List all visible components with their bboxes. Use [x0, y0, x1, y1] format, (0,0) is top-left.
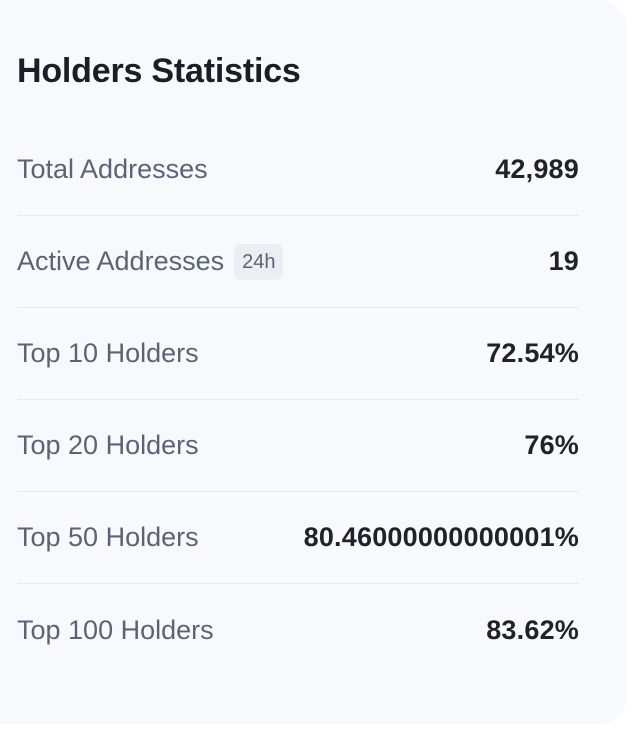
stat-label-group: Total Addresses: [17, 154, 208, 185]
holders-statistics-card: Holders Statistics Total Addresses 42,98…: [17, 52, 579, 676]
stat-value: 42,989: [495, 154, 579, 184]
stat-value: 83.62%: [486, 614, 579, 645]
stat-label: Top 10 Holders: [17, 338, 199, 368]
stat-row-top-50-holders: Top 50 Holders 80.46000000000001%: [17, 492, 579, 584]
stat-label-group: Active Addresses 24h: [17, 243, 284, 280]
stat-value: 80.46000000000001%: [303, 522, 579, 552]
stat-label-group: Top 100 Holders: [17, 615, 214, 646]
stat-row-top-10-holders: Top 10 Holders 72.54%: [17, 308, 579, 400]
stat-label-group: Top 20 Holders: [17, 430, 199, 461]
stat-row-top-20-holders: Top 20 Holders 76%: [17, 400, 579, 492]
stat-label: Top 50 Holders: [17, 522, 199, 552]
stat-row-total-addresses: Total Addresses 42,989: [17, 124, 579, 216]
stats-list: Total Addresses 42,989 Active Addresses …: [17, 124, 579, 676]
stat-label-group: Top 10 Holders: [17, 338, 199, 369]
stat-row-active-addresses: Active Addresses 24h 19: [17, 216, 579, 308]
stat-value: 76%: [524, 430, 579, 460]
stat-label: Total Addresses: [17, 154, 208, 184]
stat-label: Top 100 Holders: [17, 614, 214, 645]
stat-row-top-100-holders: Top 100 Holders 83.62%: [17, 584, 579, 676]
stat-label-group: Top 50 Holders: [17, 522, 199, 553]
stat-value: 19: [548, 246, 579, 276]
stat-label: Active Addresses: [17, 246, 225, 276]
stat-label: Top 20 Holders: [17, 430, 199, 460]
stat-value: 72.54%: [486, 338, 579, 368]
time-range-badge: 24h: [234, 243, 284, 280]
panel-title: Holders Statistics: [17, 52, 301, 90]
